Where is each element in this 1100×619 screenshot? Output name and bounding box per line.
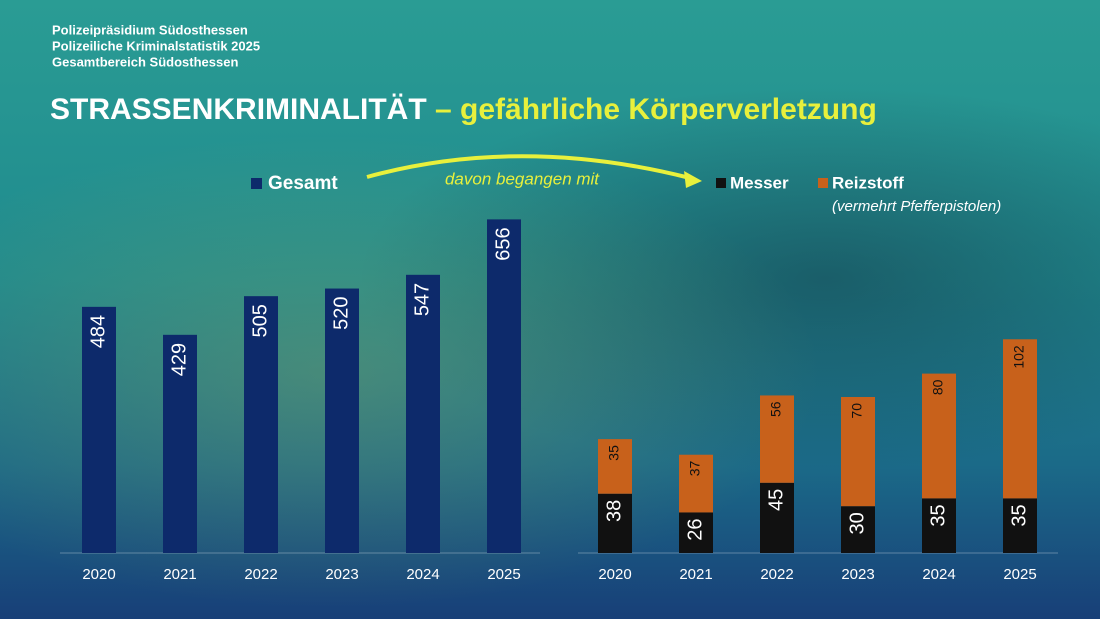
value-label: 547 <box>411 283 433 316</box>
x-tick-label: 2025 <box>1003 566 1036 583</box>
value-label: 38 <box>603 500 625 522</box>
legend-label: Gesamt <box>268 173 338 194</box>
value-label: 505 <box>249 304 271 337</box>
legend-note: (vermehrt Pfefferpistolen) <box>832 198 1001 215</box>
arrowhead <box>684 171 702 188</box>
value-label: 35 <box>606 445 622 461</box>
x-tick-label: 2023 <box>841 566 874 583</box>
x-tick-label: 2020 <box>598 566 631 583</box>
x-tick-label: 2023 <box>325 566 358 583</box>
value-label: 80 <box>930 379 946 395</box>
bar-segment <box>922 498 956 553</box>
value-label: 35 <box>927 504 949 526</box>
legend-swatch <box>716 178 726 188</box>
x-tick-label: 2021 <box>163 566 196 583</box>
legend-swatch <box>251 178 262 189</box>
slide-title: STRASSENKRIMINALITÄT – gefährliche Körpe… <box>50 93 877 126</box>
legend-label: Messer <box>730 173 789 192</box>
x-tick-label: 2022 <box>244 566 277 583</box>
title-main: STRASSENKRIMINALITÄT <box>50 93 427 126</box>
x-tick-label: 2024 <box>922 566 955 583</box>
x-tick-label: 2022 <box>760 566 793 583</box>
bar <box>244 296 278 553</box>
value-label: 520 <box>330 297 352 330</box>
value-label: 45 <box>765 489 787 511</box>
bar <box>406 274 440 553</box>
header-line: Polizeipräsidium Südosthessen <box>52 22 248 37</box>
legend-label: Reizstoff <box>832 173 904 192</box>
bar-segment <box>598 493 632 553</box>
value-label: 429 <box>168 343 190 376</box>
x-tick-label: 2020 <box>82 566 115 583</box>
bar-segment <box>841 397 875 507</box>
value-label: 102 <box>1011 345 1027 369</box>
bar-segment <box>679 512 713 553</box>
value-label: 656 <box>492 227 514 260</box>
legend-swatch <box>818 178 828 188</box>
bar <box>325 288 359 553</box>
value-label: 37 <box>687 461 703 477</box>
value-label: 56 <box>768 401 784 417</box>
x-tick-label: 2021 <box>679 566 712 583</box>
value-label: 26 <box>684 518 706 540</box>
bar <box>163 334 197 553</box>
x-tick-label: 2025 <box>487 566 520 583</box>
title-sub: – gefährliche Körperverletzung <box>435 93 877 126</box>
value-label: 484 <box>87 315 109 348</box>
value-label: 70 <box>849 403 865 419</box>
x-tick-label: 2024 <box>406 566 439 583</box>
bar <box>487 219 521 553</box>
arrow <box>366 154 691 180</box>
annotation: davon begangen mit <box>445 169 600 188</box>
bar-segment <box>1003 339 1037 499</box>
bar-segment <box>922 373 956 499</box>
bar-segment <box>760 482 794 553</box>
bar-segment <box>841 506 875 553</box>
value-label: 35 <box>1008 504 1030 526</box>
bar-segment <box>760 395 794 483</box>
value-label: 30 <box>846 512 868 534</box>
header-line: Gesamtbereich Südosthessen <box>52 54 238 69</box>
bar <box>82 306 116 553</box>
bar-segment <box>598 439 632 494</box>
bar-segment <box>1003 498 1037 553</box>
header-line: Polizeiliche Kriminalstatistik 2025 <box>52 38 260 53</box>
bar-segment <box>679 454 713 513</box>
